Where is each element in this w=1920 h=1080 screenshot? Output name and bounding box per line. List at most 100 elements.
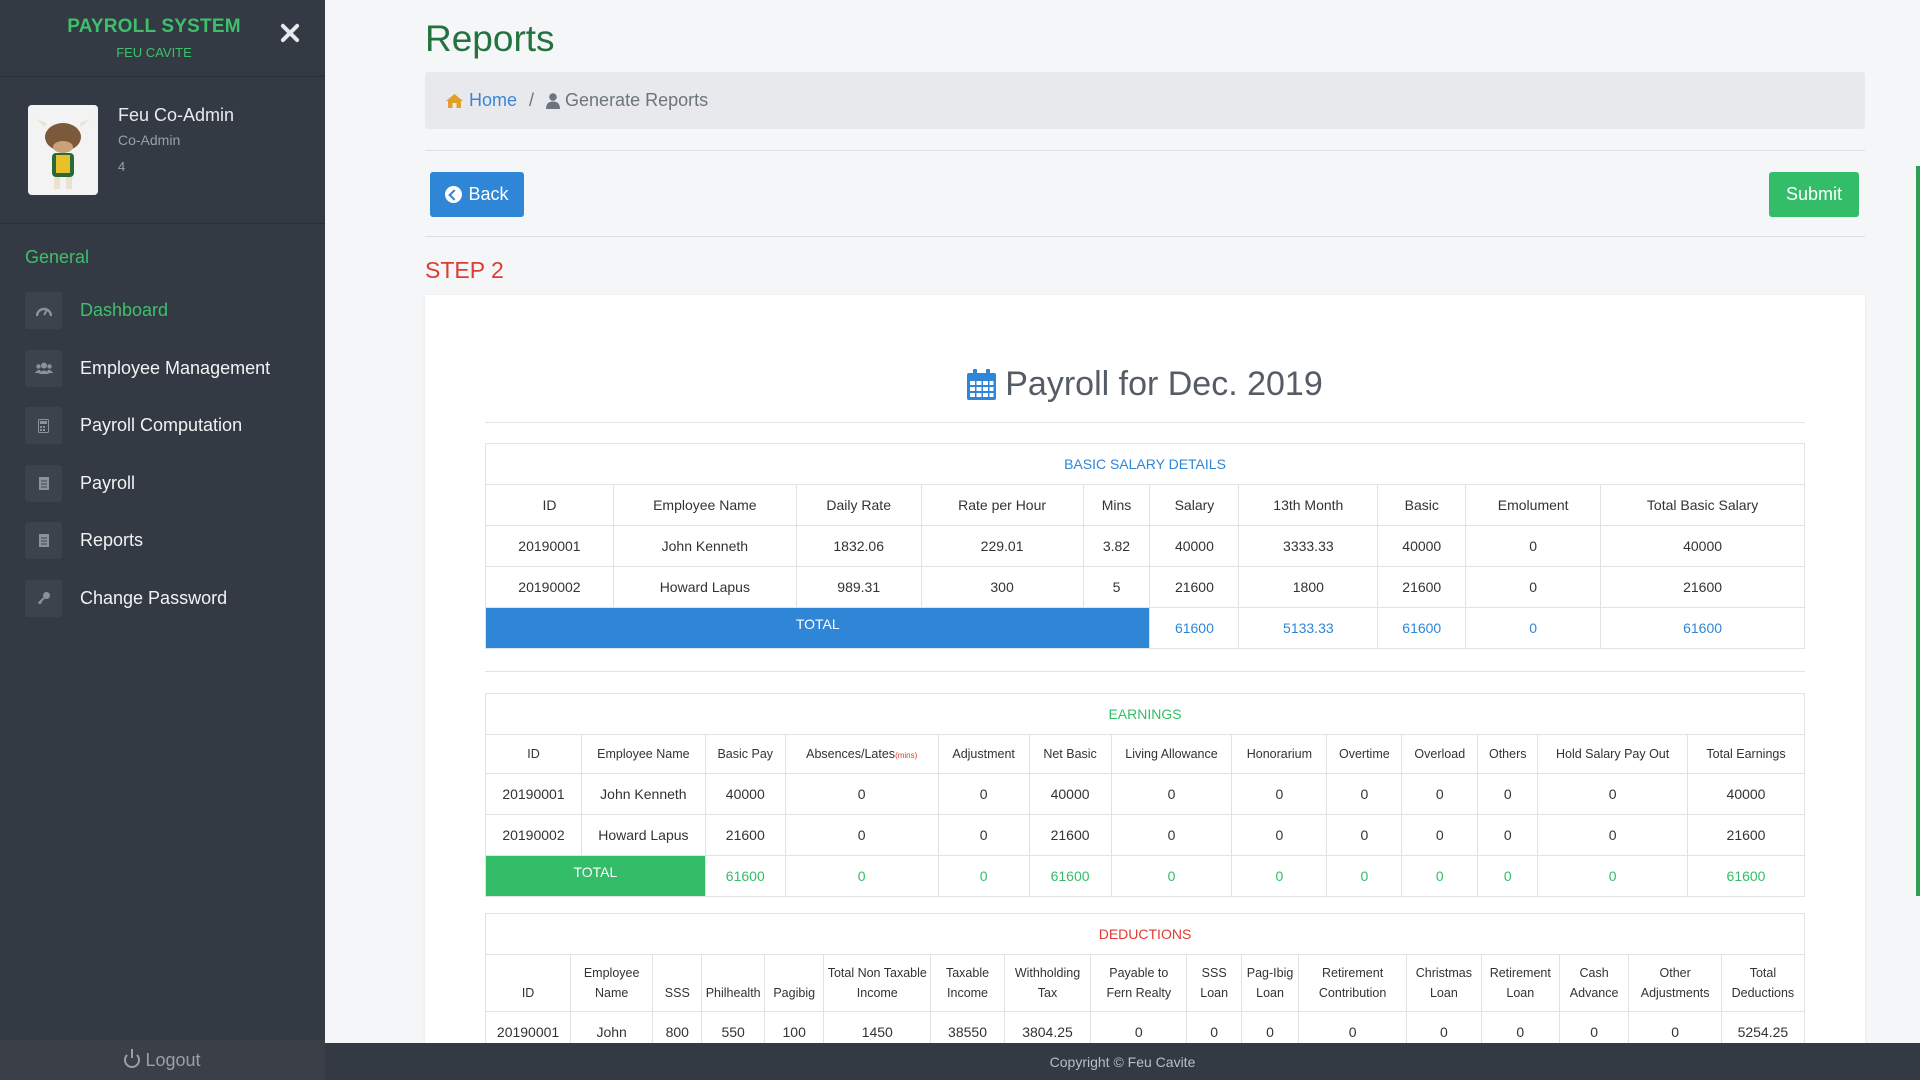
sidebar-item-label: Reports xyxy=(80,530,144,551)
total-cell: 5133.33 xyxy=(1238,607,1379,649)
sidebar-item-label: Payroll xyxy=(80,472,136,493)
table-cell: 1800 xyxy=(1238,566,1379,608)
sidebar-item-reports[interactable]: Reports xyxy=(0,512,325,570)
column-header: Others xyxy=(1477,734,1539,774)
power-icon xyxy=(124,1049,141,1068)
table-row: 20190002 Howard Lapus 21600 0 0 21600 0 … xyxy=(485,814,1805,856)
total-cell: 0 xyxy=(1231,855,1328,897)
sidebar-item-payroll[interactable]: Payroll xyxy=(0,455,325,513)
footer: Copyright © Feu Cavite xyxy=(325,1043,1920,1080)
table-cell: 40000 xyxy=(1687,773,1805,815)
column-header: Living Allowance xyxy=(1110,734,1233,774)
table-cell: 3333.33 xyxy=(1238,525,1379,567)
table-cell: 0 xyxy=(937,773,1030,815)
column-header-line: Other xyxy=(1659,966,1691,980)
table-cell: 0 xyxy=(1326,814,1403,856)
column-header: ID xyxy=(484,954,572,1012)
basic-salary-table: BASIC SALARY DETAILS ID Employee Name Da… xyxy=(484,443,1805,649)
close-icon[interactable] xyxy=(277,20,303,46)
column-header: Withholding Tax xyxy=(1003,954,1092,1012)
table-cell: 0 xyxy=(1537,814,1689,856)
scrollbar[interactable] xyxy=(1916,166,1920,896)
column-header: Pag-Ibig Loan xyxy=(1240,954,1300,1012)
column-header: Pagibig xyxy=(763,954,825,1012)
logout-button[interactable]: Logout xyxy=(0,1040,325,1080)
total-cell: 0 xyxy=(1401,855,1479,897)
sidebar: PAYROLL SYSTEM FEU CAVITE Feu Co-Admin C… xyxy=(0,0,325,1080)
column-header: Retirement Contribution xyxy=(1298,954,1407,1012)
table-cell: 0 xyxy=(1477,773,1539,815)
column-header-line: Income xyxy=(856,986,898,1000)
sidebar-item-employee-management[interactable]: Employee Management xyxy=(0,340,325,398)
copyright-text: Copyright © Feu Cavite xyxy=(1049,1053,1196,1070)
column-header: Retirement Loan xyxy=(1480,954,1560,1012)
user-profile: Feu Co-Admin Co-Admin 4 xyxy=(0,77,325,224)
column-header-line: Tax xyxy=(1037,986,1058,1000)
table-cell: 40000 xyxy=(704,773,786,815)
payroll-card: Payroll for Dec. 2019 BASIC SALARY DETAI… xyxy=(425,295,1865,1053)
column-header: Mins xyxy=(1082,484,1151,526)
total-cell: 61600 xyxy=(1600,607,1805,649)
table-cell: 0 xyxy=(1401,773,1479,815)
column-header-line: Contribution xyxy=(1318,986,1387,1000)
total-label: TOTAL xyxy=(484,607,1151,649)
table-cell: 0 xyxy=(1231,814,1328,856)
total-row: TOTAL 61600 0 0 61600 0 0 0 0 0 0 61600 xyxy=(485,855,1805,897)
sidebar-item-change-password[interactable]: Change Password xyxy=(0,570,325,628)
profile-role: Co-Admin xyxy=(118,132,181,148)
column-header-line: Cash xyxy=(1579,966,1609,980)
payroll-title: Payroll for Dec. 2019 xyxy=(425,365,1865,404)
breadcrumb-separator: / xyxy=(529,90,535,110)
sidebar-menu: Dashboard Employee Management Payroll Co… xyxy=(0,282,325,627)
breadcrumb-current-label: Generate Reports xyxy=(565,90,709,110)
table-cell: 0 xyxy=(1110,773,1233,815)
earnings-table: EARNINGS ID Employee Name Basic Pay Abse… xyxy=(485,693,1805,897)
column-header: Total Deductions xyxy=(1720,954,1806,1012)
back-button[interactable]: Back xyxy=(430,172,524,217)
total-cell: 61600 xyxy=(1028,855,1112,897)
sidebar-item-dashboard[interactable]: Dashboard xyxy=(0,282,325,340)
column-header: Honorarium xyxy=(1231,734,1328,774)
column-header: SSS Loan xyxy=(1186,954,1242,1012)
column-header: Overtime xyxy=(1326,734,1403,774)
total-row: TOTAL 61600 5133.33 61600 0 61600 xyxy=(484,607,1805,649)
total-cell: 0 xyxy=(784,855,939,897)
column-header: Cash Advance xyxy=(1558,954,1630,1012)
sidebar-item-label: Employee Management xyxy=(80,357,271,378)
column-header-line: Deductions xyxy=(1731,986,1795,1000)
table-cell: John Kenneth xyxy=(612,525,797,567)
table-row: 20190001 John Kenneth 40000 0 0 40000 0 … xyxy=(485,773,1805,815)
column-header-line: Withholding xyxy=(1014,966,1081,980)
user-icon xyxy=(546,92,561,109)
column-header-line: Employee xyxy=(583,966,640,980)
column-header: Basic xyxy=(1377,484,1467,526)
table-cell: 300 xyxy=(920,566,1084,608)
table-cell: 0 xyxy=(1231,773,1328,815)
table-header-row: ID Employee Name SSS Philhealth Pagibig T… xyxy=(484,954,1806,1012)
column-header-line: Loan xyxy=(1200,986,1229,1000)
payroll-title-text: Payroll for Dec. 2019 xyxy=(1005,365,1323,403)
table-header-row: ID Employee Name Daily Rate Rate per Hou… xyxy=(485,484,1805,526)
column-header-line: SSS xyxy=(664,986,690,1000)
table-cell: Howard Lapus xyxy=(580,814,706,856)
column-header: 13th Month xyxy=(1238,484,1379,526)
divider xyxy=(425,236,1865,237)
column-header-line: SSS xyxy=(1201,966,1227,980)
breadcrumb-home[interactable]: Home xyxy=(445,90,517,111)
brand-title: PAYROLL SYSTEM xyxy=(67,16,241,37)
brand-header: PAYROLL SYSTEM FEU CAVITE xyxy=(0,0,325,77)
total-cell: 61600 xyxy=(1687,855,1805,897)
users-icon xyxy=(25,349,62,387)
divider xyxy=(425,150,1865,151)
mins-note: (mins) xyxy=(895,751,918,760)
column-header-line: Pag-Ibig xyxy=(1246,966,1294,980)
column-header-line: Philhealth xyxy=(705,986,761,1000)
submit-button[interactable]: Submit xyxy=(1769,172,1859,217)
sidebar-item-payroll-computation[interactable]: Payroll Computation xyxy=(0,397,325,455)
profile-id: 4 xyxy=(118,159,126,174)
table-cell: 0 xyxy=(784,773,939,815)
dashboard-icon xyxy=(25,292,62,330)
table-cell: 21600 xyxy=(1600,566,1805,608)
column-header-line: Pagibig xyxy=(773,986,816,1000)
table-cell: 40000 xyxy=(1600,525,1805,567)
